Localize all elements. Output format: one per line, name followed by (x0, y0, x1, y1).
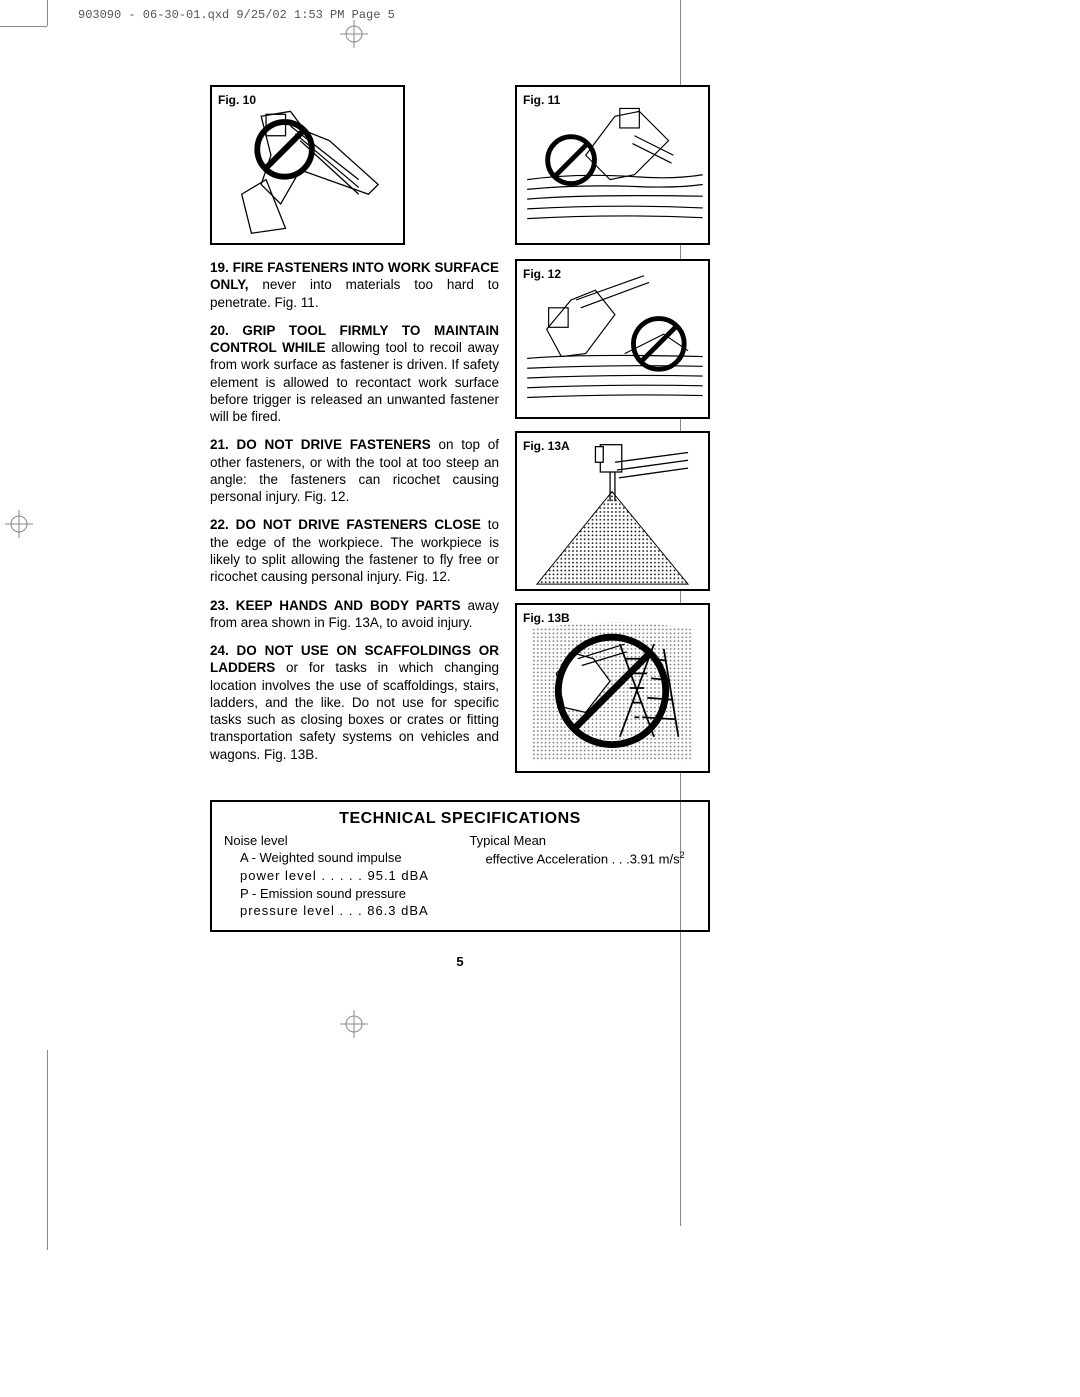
instruction-21: 21. DO NOT DRIVE FASTENERS on top of oth… (210, 436, 499, 505)
nailer-angle-illustration (517, 261, 708, 417)
figure-13a: Fig. 13A (515, 431, 710, 591)
figure-label: Fig. 13B (523, 611, 570, 625)
figure-row-top: Fig. 10 Fig. 11 (210, 85, 710, 245)
instruction-24: 24. DO NOT USE ON SCAFFOLDINGS OR LADDER… (210, 642, 499, 763)
crop-tick (47, 0, 48, 26)
spec-right-column: Typical Mean effective Acceleration . . … (469, 832, 696, 920)
nailer-tool-illustration (212, 87, 403, 243)
figure-12: Fig. 12 (515, 259, 710, 419)
registration-mark-icon (340, 1010, 368, 1038)
figure-label: Fig. 11 (523, 93, 560, 107)
spec-p-line1: P - Emission sound pressure (224, 885, 469, 903)
registration-mark-icon (340, 20, 368, 48)
spec-a-line2: power level . . . . . 95.1 dBA (224, 867, 469, 885)
typical-mean-label: Typical Mean (469, 832, 696, 850)
prohibition-icon (548, 137, 595, 184)
page-content: Fig. 10 Fig. 11 (210, 85, 710, 969)
prohibition-icon (257, 122, 312, 177)
spec-title: TECHNICAL SPECIFICATIONS (224, 810, 696, 828)
instruction-19: 19. FIRE FASTENERS INTO WORK SURFACE ONL… (210, 259, 499, 311)
text-column: 19. FIRE FASTENERS INTO WORK SURFACE ONL… (210, 259, 499, 774)
nailer-ladder-illustration (517, 605, 708, 771)
body-columns: 19. FIRE FASTENERS INTO WORK SURFACE ONL… (210, 259, 710, 774)
spec-p-line2: pressure level . . . 86.3 dBA (224, 902, 469, 920)
instruction-23: 23. KEEP HANDS AND BODY PARTS away from … (210, 597, 499, 632)
nailer-surface-illustration (517, 87, 708, 243)
page-number: 5 (210, 954, 710, 969)
figure-13b: Fig. 13B (515, 603, 710, 773)
figure-label: Fig. 13A (523, 439, 570, 453)
prohibition-icon (633, 319, 684, 370)
figure-label: Fig. 10 (218, 93, 256, 107)
figure-label: Fig. 12 (523, 267, 561, 281)
figure-11: Fig. 11 (515, 85, 710, 245)
noise-level-label: Noise level (224, 832, 469, 850)
spec-a-line1: A - Weighted sound impulse (224, 849, 469, 867)
crop-tick (47, 1050, 48, 1250)
technical-specifications-box: TECHNICAL SPECIFICATIONS Noise level A -… (210, 800, 710, 932)
registration-mark-icon (5, 510, 33, 538)
instruction-20: 20. GRIP TOOL FIRMLY TO MAINTAIN CONTROL… (210, 322, 499, 426)
crop-tick (680, 0, 681, 26)
spec-accel-line: effective Acceleration . . .3.91 m/s2 (469, 849, 696, 868)
instruction-22: 22. DO NOT DRIVE FASTENERS CLOSE to the … (210, 516, 499, 585)
figure-10: Fig. 10 (210, 85, 405, 245)
spec-left-column: Noise level A - Weighted sound impulse p… (224, 832, 469, 920)
spec-columns: Noise level A - Weighted sound impulse p… (224, 832, 696, 920)
nailer-danger-zone-illustration (517, 433, 708, 589)
crop-tick (0, 26, 47, 27)
figure-column: Fig. 12 Fig. 13A (515, 259, 710, 774)
